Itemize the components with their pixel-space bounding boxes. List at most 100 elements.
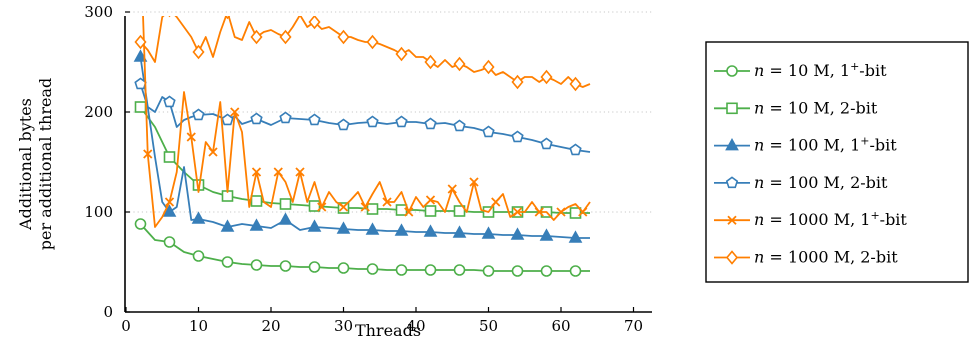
legend-label: n = 10 M, 2-bit bbox=[754, 98, 878, 117]
data-point bbox=[337, 262, 350, 274]
data-point bbox=[569, 76, 582, 92]
data-point bbox=[394, 223, 409, 236]
series-lines bbox=[133, 16, 591, 277]
data-point bbox=[481, 226, 496, 239]
data-point bbox=[338, 202, 349, 212]
data-point bbox=[143, 149, 153, 159]
legend-marker bbox=[725, 176, 739, 189]
data-point bbox=[453, 264, 466, 276]
data-point bbox=[482, 125, 495, 138]
x-tick-label: 60 bbox=[551, 317, 570, 335]
data-point bbox=[230, 107, 240, 117]
series-line bbox=[139, 223, 590, 272]
x-tick-label: 10 bbox=[189, 317, 208, 335]
series-5 bbox=[142, 16, 591, 228]
x-tick-label: 20 bbox=[261, 317, 280, 335]
data-point bbox=[163, 95, 176, 108]
data-point bbox=[366, 34, 379, 50]
data-point bbox=[163, 236, 176, 248]
data-point bbox=[224, 16, 231, 20]
data-point bbox=[186, 132, 196, 142]
data-point bbox=[163, 151, 176, 163]
data-point bbox=[366, 203, 379, 215]
data-point bbox=[250, 29, 263, 45]
legend-marker bbox=[725, 137, 739, 151]
data-point bbox=[453, 56, 466, 72]
data-point bbox=[539, 228, 554, 241]
data-point bbox=[424, 117, 437, 130]
data-point bbox=[366, 263, 379, 275]
data-point bbox=[453, 119, 466, 132]
y-tick-label: 100 bbox=[84, 203, 113, 221]
legend-label: n = 10 M, 1+-bit bbox=[754, 60, 887, 80]
data-point bbox=[250, 195, 263, 207]
legend-marker bbox=[726, 102, 738, 115]
data-point bbox=[453, 205, 466, 217]
data-point bbox=[511, 265, 524, 277]
data-point bbox=[556, 207, 566, 217]
series-6 bbox=[134, 16, 591, 92]
x-tick-label: 50 bbox=[479, 317, 498, 335]
data-point bbox=[510, 227, 525, 240]
data-point bbox=[250, 259, 263, 271]
data-point bbox=[491, 197, 501, 207]
data-point bbox=[366, 115, 379, 128]
x-tick-label: 70 bbox=[624, 317, 643, 335]
data-point bbox=[317, 202, 327, 212]
data-point bbox=[168, 16, 171, 18]
data-point bbox=[221, 113, 234, 126]
legend: n = 10 M, 1+-bit n = 10 M, 2-bit n = 100 M… bbox=[705, 41, 969, 283]
data-point bbox=[511, 74, 524, 90]
data-point bbox=[308, 113, 321, 126]
y-axis-title-line-1: Additional bytes bbox=[16, 98, 35, 231]
data-point bbox=[360, 202, 370, 212]
data-point bbox=[482, 265, 495, 277]
legend-label: n = 1000 M, 2-bit bbox=[754, 248, 898, 267]
data-point bbox=[382, 197, 392, 207]
data-point bbox=[133, 49, 148, 62]
data-point bbox=[192, 250, 205, 262]
data-point bbox=[308, 16, 321, 30]
data-point bbox=[540, 265, 553, 277]
y-tick-label: 200 bbox=[84, 103, 113, 121]
data-point bbox=[208, 147, 218, 157]
data-point bbox=[337, 29, 350, 45]
series-3 bbox=[133, 49, 590, 243]
data-point bbox=[482, 59, 495, 75]
tick-labels: 0 10 20 30 40 50 60 70 0 100 200 300 bbox=[84, 3, 643, 335]
data-point bbox=[568, 230, 583, 243]
data-point bbox=[511, 130, 524, 143]
data-point bbox=[424, 54, 437, 70]
data-point bbox=[395, 46, 408, 62]
data-point bbox=[307, 219, 322, 232]
data-point bbox=[452, 225, 467, 238]
series-1 bbox=[134, 218, 590, 277]
data-point bbox=[191, 211, 206, 224]
data-point bbox=[279, 198, 292, 210]
legend-label: n = 1000 M, 1+-bit bbox=[754, 209, 907, 229]
data-point bbox=[273, 167, 283, 177]
data-point bbox=[512, 207, 523, 217]
series-line bbox=[139, 83, 591, 153]
legend-marker bbox=[726, 65, 738, 77]
data-point bbox=[295, 167, 305, 177]
legend-marker bbox=[727, 215, 737, 225]
data-point bbox=[423, 224, 438, 237]
data-point bbox=[279, 111, 292, 124]
data-point bbox=[569, 143, 582, 156]
data-point bbox=[221, 256, 234, 268]
legend-marker bbox=[725, 250, 739, 265]
data-point bbox=[404, 207, 414, 217]
data-point bbox=[134, 34, 147, 50]
data-point bbox=[578, 207, 588, 217]
data-point bbox=[540, 69, 553, 85]
data-point bbox=[447, 184, 457, 194]
data-point bbox=[365, 222, 380, 235]
data-point bbox=[337, 118, 350, 131]
data-point bbox=[162, 204, 177, 217]
x-tick-label: 0 bbox=[121, 317, 131, 335]
data-point bbox=[395, 264, 408, 276]
y-axis-title-line-2: per additional thread bbox=[36, 78, 55, 250]
data-point bbox=[469, 177, 479, 187]
